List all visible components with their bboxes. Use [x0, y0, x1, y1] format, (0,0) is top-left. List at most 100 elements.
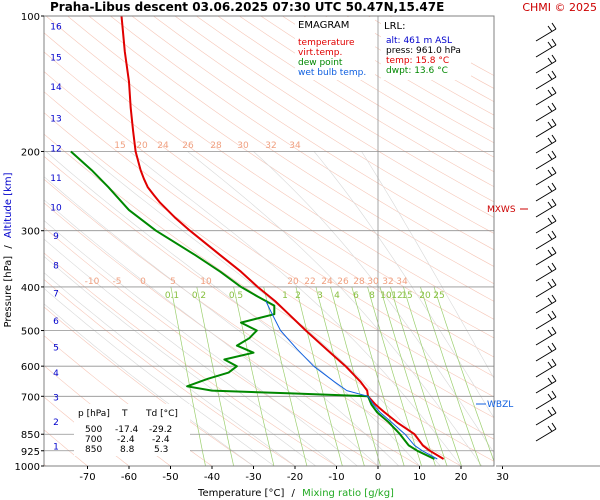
x-axis-title-temperature: Temperature [°C]	[197, 488, 284, 499]
table-row-850-p: 850	[85, 445, 102, 455]
wind-barbs	[535, 22, 557, 442]
mixing-ratio-line	[379, 286, 436, 466]
wind-barb-feather	[551, 22, 557, 30]
mixing-ratio-label: 20	[419, 291, 431, 301]
mixing-ratio-line	[263, 286, 308, 466]
wind-barb-feather	[547, 409, 553, 416]
wind-barb-feather	[547, 361, 553, 368]
wind-barb	[535, 134, 557, 154]
dry-adiabat-label: 22	[304, 277, 315, 287]
wind-barb	[535, 422, 557, 442]
wind-barb-feather	[551, 38, 557, 46]
wind-barb-staff	[535, 268, 557, 282]
dry-adiabat-label: 20	[136, 141, 148, 151]
table-header-t: T	[121, 409, 128, 419]
mixing-ratio-label: 8	[369, 291, 375, 301]
axes: 1002003004005006007008509251000123456789…	[15, 12, 509, 483]
mixing-ratio-line	[315, 286, 365, 466]
pressure-tick-100: 100	[21, 12, 40, 23]
temp-tick-20: 20	[455, 472, 468, 483]
dry-adiabat	[44, 51, 494, 358]
wind-barb-staff	[535, 140, 557, 154]
wind-barb-feather	[551, 422, 557, 430]
wind-barb-staff	[535, 284, 557, 298]
dry-adiabat-label: 0	[140, 277, 146, 287]
y-axis-title: Pressure [hPa] / Altitude [km]	[3, 172, 14, 327]
x-axis-title-separator: /	[292, 488, 296, 499]
y-axis-title-altitude: Altitude [km]	[3, 172, 14, 238]
dry-adiabat	[44, 112, 494, 419]
mixing-ratio-label: 0.5	[229, 291, 243, 301]
wind-barb	[535, 102, 557, 122]
wind-barb-feather	[547, 425, 553, 432]
wind-barb	[535, 70, 557, 90]
dry-adiabat-label: 32	[382, 277, 393, 287]
wind-barb-feather	[547, 169, 553, 176]
wind-barb	[535, 150, 557, 170]
wind-barb	[535, 278, 557, 298]
dry-adiabat-label: 34	[396, 277, 408, 287]
mixing-ratio-label: 0.2	[192, 291, 206, 301]
mixing-ratio-label: 12	[391, 291, 402, 301]
mixing-ratio-line	[367, 286, 422, 466]
wind-barb-feather	[551, 326, 557, 334]
wind-barb-staff	[535, 124, 557, 138]
wind-barb-feather	[551, 182, 557, 190]
wind-barb-feather	[547, 25, 553, 32]
mxws-label: MXWS	[487, 205, 516, 215]
dry-adiabat-label: 10	[200, 277, 212, 287]
series-wet-bulb-temp-	[265, 300, 438, 460]
temp-tick--70: -70	[79, 472, 95, 483]
dry-adiabat	[282, 16, 494, 144]
pressure-tick-500: 500	[21, 327, 40, 338]
wind-barb-feather	[551, 390, 557, 398]
dry-adiabat-label: 26	[337, 277, 349, 287]
wind-barb	[535, 182, 557, 202]
y-axis-title-pressure: Pressure [hPa]	[3, 256, 14, 328]
dry-adiabat-label: 30	[367, 277, 379, 287]
moist-adiabat	[187, 151, 483, 466]
wind-barb-feather	[547, 41, 553, 48]
wind-barb	[535, 118, 557, 138]
wind-barb	[535, 86, 557, 106]
wind-barb-staff	[535, 172, 557, 186]
wind-barb-feather	[551, 198, 557, 206]
dry-adiabat-label: 30	[237, 141, 249, 151]
plot-frame	[43, 15, 495, 467]
wbzl-marker: WBZL	[476, 400, 513, 410]
dry-adiabat-label: 24	[321, 277, 333, 287]
pressure-tick-925: 925	[21, 447, 40, 458]
dry-adiabat	[45, 16, 494, 320]
temp-tick--30: -30	[245, 472, 261, 483]
table-row-700-t: -2.4	[117, 435, 135, 445]
altitude-tick-3: 3	[53, 393, 59, 403]
wind-barb-staff	[535, 428, 557, 442]
wind-barb-feather	[551, 150, 557, 158]
altitude-tick-8: 8	[53, 262, 59, 272]
mixing-ratio-label: 6	[353, 291, 359, 301]
table-row-500-t: -17.4	[115, 425, 139, 435]
wind-barb	[535, 198, 557, 218]
dry-adiabat	[0, 16, 5, 466]
dry-adiabat	[346, 16, 494, 103]
dry-adiabat-label: 28	[210, 141, 222, 151]
dry-adiabat	[174, 16, 494, 218]
temp-tick--20: -20	[287, 472, 303, 483]
lrl-title: LRL:	[384, 21, 405, 32]
wind-barb-staff	[535, 204, 557, 218]
wind-barb-feather	[547, 57, 553, 64]
pressure-tick-200: 200	[21, 147, 40, 158]
wind-barb-feather	[547, 153, 553, 160]
summary-table-background	[74, 404, 190, 456]
wind-barb-feather	[547, 345, 553, 352]
wind-barb-feather	[551, 406, 557, 414]
lrl-background	[381, 17, 471, 80]
dry-adiabat	[217, 16, 494, 188]
altitude-tick-7: 7	[53, 290, 59, 300]
wind-barb-feather	[551, 342, 557, 350]
mixing-ratio-label: 25	[433, 291, 444, 301]
wind-barb	[535, 326, 557, 346]
legend-item-dew-point: dew point	[298, 58, 343, 68]
table-header-p: p [hPa]	[78, 409, 110, 419]
